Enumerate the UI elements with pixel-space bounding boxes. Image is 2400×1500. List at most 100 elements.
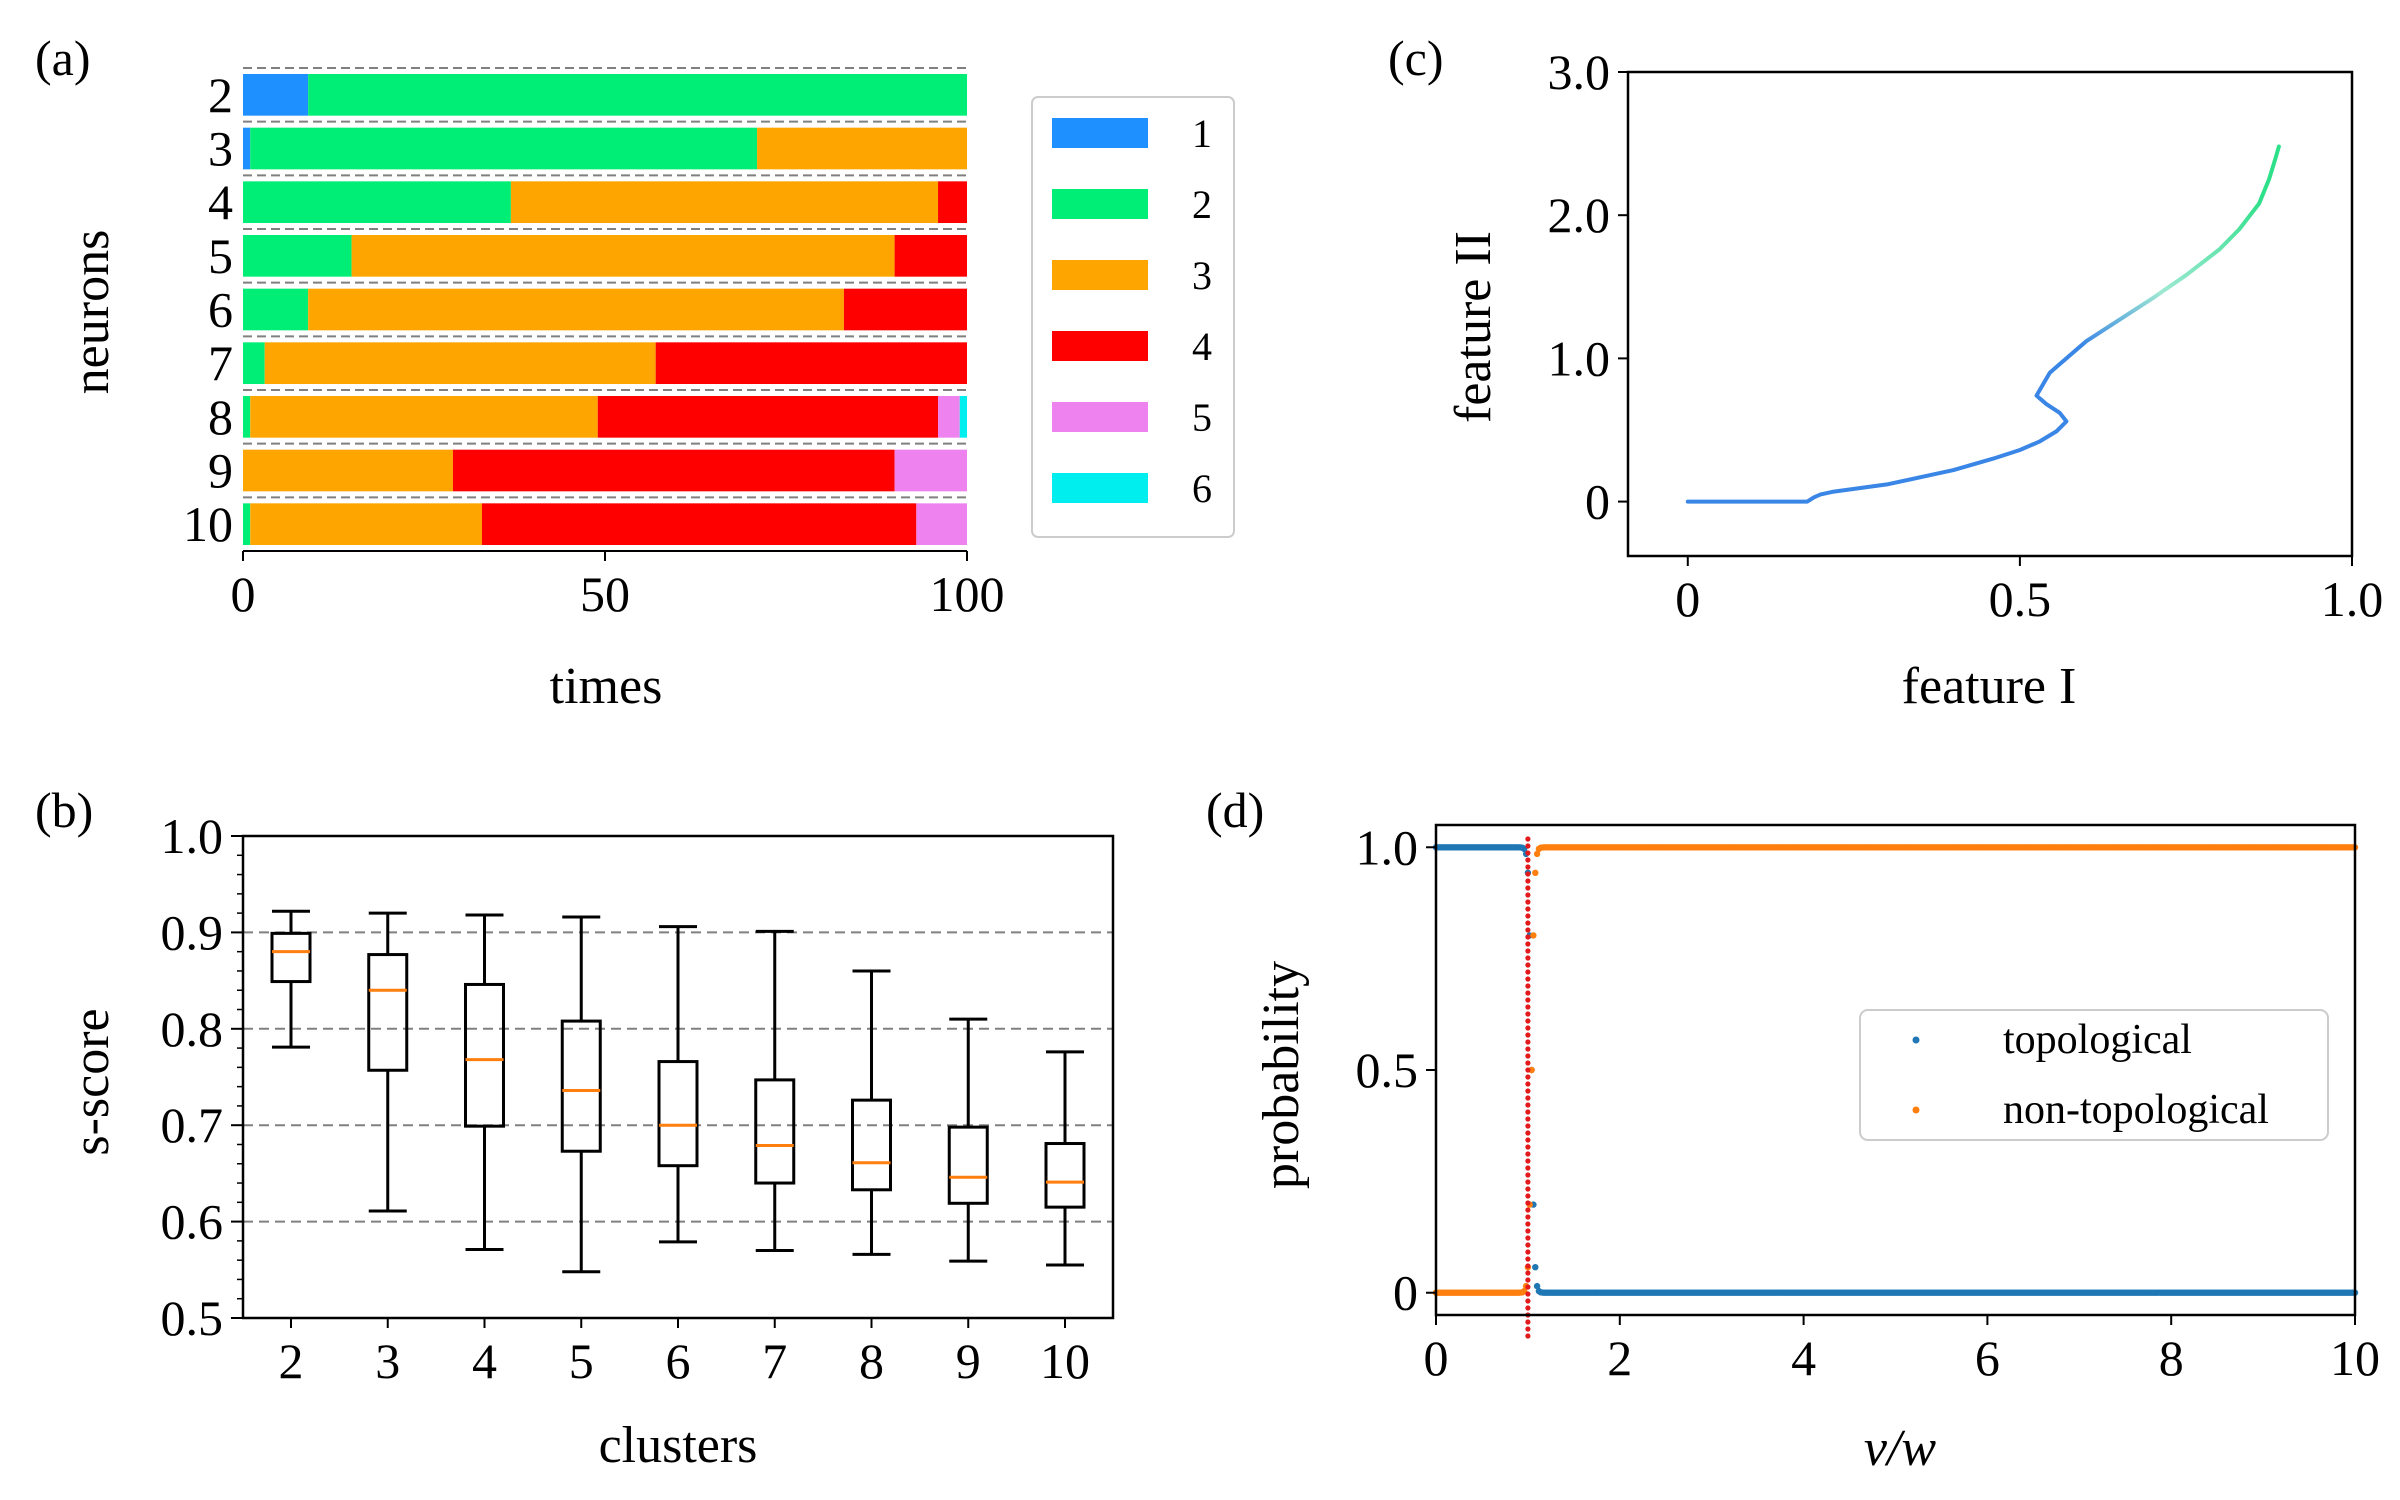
non-topological-series-point <box>1528 1066 1535 1074</box>
critical-line-point <box>1525 850 1531 856</box>
panel-a-legend: 1 2 3 4 5 6 <box>1031 96 1235 538</box>
critical-line-point <box>1525 1172 1531 1178</box>
y-tick-label: 1.0 <box>1356 819 1419 875</box>
legend-marker <box>1912 1036 1920 1044</box>
critical-line-point <box>1525 1333 1531 1339</box>
x-tick-label: 3 <box>375 1333 400 1389</box>
critical-line-point <box>1525 955 1531 961</box>
x-tick-label: 4 <box>472 1333 497 1389</box>
critical-line-point <box>1525 913 1531 919</box>
critical-line-point <box>1525 1060 1531 1066</box>
legend-marker <box>1912 1106 1920 1114</box>
panel-c-label: (c) <box>1388 30 1444 86</box>
x-tick-label: 8 <box>2159 1330 2184 1386</box>
x-tick-label: 50 <box>580 566 630 622</box>
y-tick-label: 0.6 <box>161 1194 224 1250</box>
critical-line-point <box>1525 864 1531 870</box>
legend-label: 1 <box>1192 111 1212 156</box>
x-tick-label: 2 <box>279 1333 304 1389</box>
critical-line-point <box>1525 1228 1531 1234</box>
critical-line-point <box>1525 1207 1531 1213</box>
bar-segment <box>894 449 967 492</box>
y-tick-label: 2 <box>208 67 233 123</box>
critical-line-point <box>1525 1270 1531 1276</box>
box <box>657 1060 699 1168</box>
bar-segment <box>938 396 960 438</box>
critical-line-point <box>1525 1319 1531 1325</box>
critical-line-point <box>1525 1032 1531 1038</box>
panel-d-scatter-chart: 0 2 4 6 8 10 0 0.5 1.0 <box>1356 819 2381 1386</box>
bar-segment <box>308 288 844 331</box>
panel-b-xlabel: clusters <box>599 1417 758 1474</box>
critical-line-point <box>1525 1102 1531 1108</box>
panel-d-legend: topological non-topological <box>1859 1009 2329 1141</box>
bar-segment <box>243 449 453 492</box>
bar-segment <box>243 181 511 223</box>
bar-segment <box>959 396 967 438</box>
panel-b-ylabel: s-score <box>63 1008 120 1155</box>
x-tick-label: 6 <box>1975 1330 2000 1386</box>
y-tick-label: 0.8 <box>161 1001 224 1057</box>
critical-line-point <box>1525 1193 1531 1199</box>
x-tick-label: 8 <box>859 1333 884 1389</box>
bar-segment <box>250 396 598 438</box>
critical-line-point <box>1525 1305 1531 1311</box>
legend-swatch <box>1052 402 1148 432</box>
legend-label: 3 <box>1192 253 1212 298</box>
critical-line-point <box>1525 920 1531 926</box>
legend-label: 5 <box>1192 395 1212 440</box>
y-tick-label: 2.0 <box>1548 187 1611 243</box>
critical-line-point <box>1525 1263 1531 1269</box>
legend-swatch <box>1052 331 1148 361</box>
bar-segment <box>597 396 939 438</box>
y-tick-label: 8 <box>208 389 233 445</box>
x-tick-label: 0 <box>1675 571 1700 627</box>
bar-segment <box>481 503 917 545</box>
panel-c-xlabel: feature I <box>1902 658 2077 715</box>
bar-segment <box>916 503 967 545</box>
box <box>754 1078 796 1185</box>
bar-segment <box>243 503 251 545</box>
critical-line-point <box>1525 1095 1531 1101</box>
critical-line-point <box>1525 878 1531 884</box>
x-tick-label: 9 <box>956 1333 981 1389</box>
critical-line-point <box>1525 1158 1531 1164</box>
critical-line-point <box>1525 1074 1531 1080</box>
y-tick-label: 9 <box>208 443 233 499</box>
critical-line-point <box>1525 1235 1531 1241</box>
critical-line-point <box>1525 1186 1531 1192</box>
y-tick-label: 10 <box>183 496 233 552</box>
y-tick-label: 0.5 <box>1356 1042 1419 1098</box>
x-tick-label: 2 <box>1607 1330 1632 1386</box>
x-tick-label: 10 <box>2330 1330 2380 1386</box>
critical-line-point <box>1525 1123 1531 1129</box>
y-tick-label: 3 <box>208 121 233 177</box>
critical-line-point <box>1525 1081 1531 1087</box>
feature-curve <box>1685 144 2281 504</box>
critical-line-point <box>1525 962 1531 968</box>
plot-frame <box>1626 70 2354 558</box>
panel-a-xlabel: times <box>550 658 663 715</box>
critical-line-point <box>1525 969 1531 975</box>
non-topological-series-point <box>1530 932 1537 939</box>
critical-line-point <box>1525 885 1531 891</box>
x-tick-label: 0 <box>1424 1330 1449 1386</box>
x-tick-label: 0.5 <box>1989 571 2052 627</box>
legend-swatch <box>1052 189 1148 219</box>
critical-line-point <box>1525 1242 1531 1248</box>
bar-segment <box>351 235 895 277</box>
box <box>270 931 312 984</box>
box <box>851 1098 892 1192</box>
critical-line-point <box>1525 1067 1531 1073</box>
bar-segment <box>894 235 967 277</box>
critical-line-point <box>1525 1298 1531 1304</box>
panel-d-ylabel: probability <box>1253 961 1310 1189</box>
critical-line-point <box>1525 1249 1531 1255</box>
critical-line-point <box>1525 1326 1531 1332</box>
critical-line-point <box>1525 1109 1531 1115</box>
critical-line-point <box>1525 990 1531 996</box>
legend-label: 4 <box>1192 324 1212 369</box>
critical-line-point <box>1525 906 1531 912</box>
